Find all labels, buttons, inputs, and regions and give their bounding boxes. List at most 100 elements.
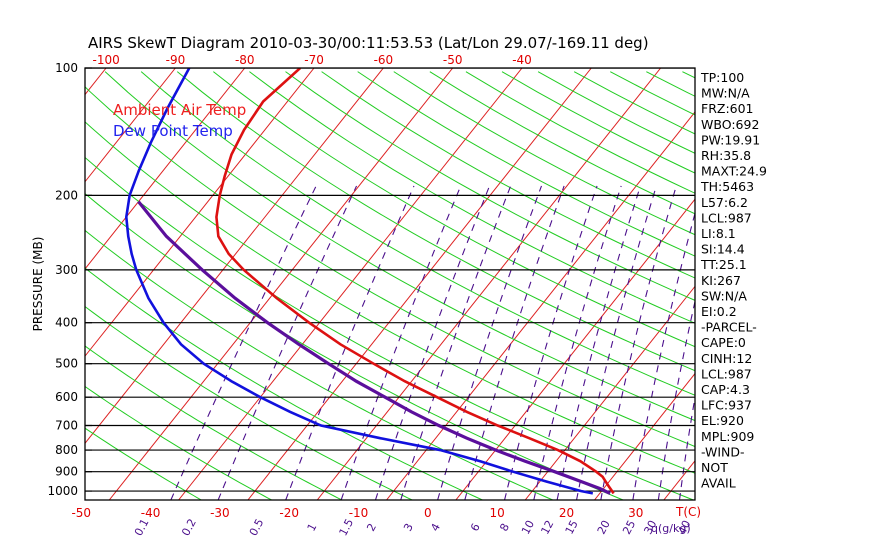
parameter-item: RH:35.8 — [701, 148, 751, 163]
mixing-ratio-line — [576, 185, 657, 500]
mixing-ratio-line — [632, 211, 695, 500]
isotherm-line — [178, 68, 523, 500]
bottom-temp-tick: -10 — [349, 506, 369, 520]
top-temp-tick: -70 — [304, 53, 324, 67]
parameter-item: EI:0.2 — [701, 304, 737, 319]
mixing-ratio-tick: 10 — [519, 518, 537, 536]
legend-dew-point-temp: Dew Point Temp — [113, 122, 233, 140]
mixing-ratio-line — [285, 185, 415, 500]
isotherm-line — [524, 285, 695, 500]
dry-adiabat-lines — [85, 71, 695, 500]
top-temp-tick: -100 — [92, 53, 119, 67]
pressure-tick: 600 — [55, 390, 78, 404]
parameter-item: PW:19.91 — [701, 132, 760, 147]
parameter-item: AVAIL — [701, 476, 736, 491]
pressure-tick: 400 — [55, 316, 78, 330]
parameter-item: MPL:909 — [701, 429, 754, 444]
parameter-item: L57:6.2 — [701, 195, 748, 210]
parameter-item: MAXT:24.9 — [701, 164, 767, 179]
dry-adiabat-line — [85, 427, 202, 500]
parameter-item: EL:920 — [701, 413, 744, 428]
dry-adiabat-line — [85, 156, 694, 500]
parameter-item: -PARCEL- — [701, 320, 757, 335]
pressure-tick: 100 — [55, 61, 78, 75]
pressure-tick-labels: 100 200 300 400 500 600 700 800 900 1000 — [47, 61, 92, 498]
mixing-ratio-line — [374, 185, 491, 500]
ambient-temp-curve — [215, 68, 615, 495]
dry-adiabat-line — [85, 229, 553, 500]
dry-adiabat-line — [213, 71, 695, 348]
parameter-item: CAP:4.3 — [701, 382, 750, 397]
mixing-ratio-line — [400, 185, 512, 500]
isobar-lines — [85, 68, 695, 492]
mixing-ratio-line — [556, 185, 641, 500]
isotherm-line — [85, 68, 246, 270]
dry-adiabat-line — [85, 267, 483, 500]
bottom-temp-tick: 20 — [559, 506, 574, 520]
isotherm-line — [85, 68, 176, 183]
isotherm-line — [594, 372, 695, 500]
bottom-temp-tick: 10 — [490, 506, 505, 520]
dry-adiabat-line — [249, 71, 695, 324]
bottom-temp-tick: 0 — [424, 506, 432, 520]
parameter-item: FRZ:601 — [701, 101, 754, 116]
top-temp-tick: -60 — [374, 53, 394, 67]
parameter-list: TP:100MW:N/AFRZ:601WBO:692PW:19.91RH:35.… — [700, 70, 767, 491]
bottom-temperature-tick-labels: -50 -40 -30 -20 -10 0 10 20 30 — [71, 506, 643, 520]
mixing-ratio-lines — [170, 185, 695, 500]
mixing-ratio-line — [170, 185, 317, 500]
bottom-temp-tick: -40 — [141, 506, 161, 520]
bottom-temp-tick: -20 — [279, 506, 299, 520]
pressure-tick: 200 — [55, 188, 78, 202]
dry-adiabat-line — [85, 385, 272, 500]
parameter-item: CAPE:0 — [701, 335, 746, 350]
parameter-item: SW:N/A — [701, 288, 747, 303]
top-temp-tick: -80 — [235, 53, 255, 67]
pressure-tick: 300 — [55, 263, 78, 277]
dry-adiabat-line — [285, 71, 695, 301]
pressure-tick: 900 — [55, 465, 78, 479]
isotherm-line — [247, 68, 592, 500]
parameter-item: WBO:692 — [701, 117, 759, 132]
pressure-tick: 800 — [55, 443, 78, 457]
pressure-tick: 700 — [55, 419, 78, 433]
mixing-ratio-line — [437, 185, 543, 500]
top-temp-tick: -50 — [443, 53, 463, 67]
temperature-axis-label: T(C) — [675, 505, 701, 519]
pressure-tick: 1000 — [47, 484, 78, 498]
isotherm-line — [316, 68, 662, 500]
mixing-ratio-tick: 30 — [641, 518, 659, 536]
parameter-item: LCL:987 — [701, 210, 752, 225]
mixing-ratio-line — [504, 185, 598, 500]
mixing-ratio-line — [678, 394, 695, 500]
dry-adiabat-line — [176, 71, 695, 372]
pressure-tick: 500 — [55, 357, 78, 371]
dewpoint-curve — [124, 68, 594, 495]
mixing-ratio-line — [464, 185, 565, 500]
top-temp-tick: -40 — [512, 53, 532, 67]
parcel-curve — [137, 200, 611, 495]
parameter-item: TH:5463 — [700, 179, 754, 194]
page-title: AIRS SkewT Diagram 2010-03-30/00:11:53.5… — [88, 34, 649, 52]
isotherm-line — [108, 68, 454, 500]
mixing-ratio-line — [533, 185, 622, 500]
mixing-ratio-tick: 12 — [538, 518, 556, 536]
dry-adiabat-line — [104, 71, 695, 422]
parameter-item: KI:267 — [701, 273, 741, 288]
top-temp-tick: -90 — [166, 53, 186, 67]
dry-adiabat-line — [85, 121, 695, 474]
bottom-temp-tick: -30 — [210, 506, 230, 520]
dry-adiabat-line — [140, 71, 695, 396]
legend-ambient-air-temp: Ambient Air Temp — [113, 101, 246, 119]
bottom-temp-tick: 30 — [628, 506, 643, 520]
dry-adiabat-line — [85, 86, 695, 448]
parameter-item: CINH:12 — [701, 351, 752, 366]
top-temperature-tick-labels: -100 -90 -80 -70 -60 -50 -40 — [92, 53, 531, 67]
mixing-ratio-tick: 40 — [675, 518, 693, 536]
isotherm-line — [85, 68, 384, 445]
plot-frame — [84, 67, 696, 501]
parameter-item: TP:100 — [700, 70, 744, 85]
parameter-item: MW:N/A — [701, 86, 750, 101]
